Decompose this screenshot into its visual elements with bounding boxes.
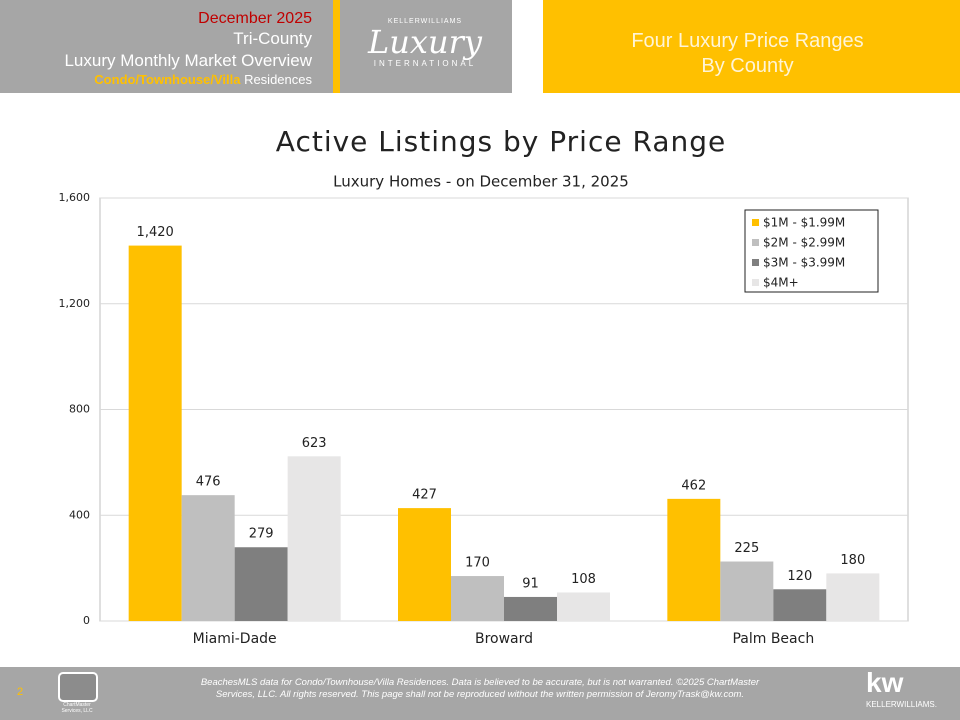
logo-main: Luxury (368, 23, 482, 61)
page-number: 2 (17, 686, 24, 698)
bar (128, 245, 182, 621)
y-tick-label: 400 (69, 508, 90, 521)
value-label: 225 (734, 541, 759, 556)
chart-subtitle: Luxury Homes - on December 31, 2025 (333, 173, 629, 191)
chartmaster-icon (58, 672, 98, 702)
y-tick-label: 0 (83, 614, 90, 627)
bar (720, 561, 774, 621)
y-tick-label: 1,200 (59, 297, 91, 310)
section-title-line: By County (701, 55, 794, 77)
header-left (0, 0, 512, 93)
chartmaster-logo: ChartMaster Services, LLC (52, 702, 102, 714)
logo-top: KELLERWILLIAMS (387, 18, 463, 25)
legend-label: $1M - $1.99M (763, 216, 845, 230)
legend-swatch (752, 239, 759, 246)
section-title-line: Four Luxury Price Ranges (631, 30, 864, 52)
header-right (543, 0, 960, 93)
bar (667, 498, 721, 621)
x-tick-label: Broward (475, 631, 533, 647)
kw-logo: kw (866, 667, 904, 698)
kw-name: KELLERWILLIAMS. (866, 700, 937, 709)
divider (333, 0, 340, 93)
legend-swatch (752, 279, 759, 286)
cm-logo-line: ChartMaster (63, 702, 91, 708)
value-label: 91 (522, 576, 539, 591)
region: Tri-County (233, 29, 312, 48)
value-label: 623 (302, 436, 327, 451)
y-tick-label: 800 (69, 403, 90, 416)
value-label: 476 (196, 475, 221, 490)
section-title: Four Luxury Price Ranges By County (543, 29, 952, 79)
property-type: Condo/Townhouse/Villa (94, 72, 241, 87)
bar (504, 596, 557, 621)
bar (826, 573, 880, 621)
legend-label: $4M+ (763, 276, 799, 290)
property-suffix: Residences (244, 72, 312, 87)
disclaimer-line: Services, LLC. All rights reserved. This… (215, 689, 745, 700)
chart-title: Active Listings by Price Range (276, 125, 726, 158)
value-label: 180 (840, 553, 865, 568)
value-label: 279 (249, 527, 274, 542)
value-label: 120 (787, 569, 812, 584)
value-label: 427 (412, 488, 437, 503)
value-label: 1,420 (137, 225, 174, 240)
report-date: December 2025 (198, 10, 312, 27)
bar (557, 592, 610, 621)
bar (234, 547, 288, 621)
value-label: 108 (571, 572, 596, 587)
y-tick-label: 1,600 (59, 191, 91, 204)
value-label: 462 (681, 478, 706, 493)
disclaimer-line: BeachesMLS data for Condo/Townhouse/Vill… (200, 677, 760, 688)
value-label: 170 (465, 556, 490, 571)
x-tick-label: Miami-Dade (193, 631, 277, 647)
bar (181, 495, 235, 621)
legend-label: $2M - $2.99M (763, 236, 845, 250)
legend-label: $3M - $3.99M (763, 256, 845, 270)
report-name: Luxury Monthly Market Overview (64, 51, 312, 70)
disclaimer: BeachesMLS data for Condo/Townhouse/Vill… (110, 677, 850, 701)
kw-luxury-logo: KELLERWILLIAMS Luxury INTERNATIONAL (345, 18, 505, 68)
bar (773, 589, 827, 621)
legend-swatch (752, 219, 759, 226)
property-line: Condo/Townhouse/Villa Residences (0, 72, 312, 88)
bar (287, 456, 341, 621)
bar (398, 508, 451, 621)
legend-box (744, 209, 879, 293)
x-tick-label: Palm Beach (732, 631, 814, 647)
bar (451, 576, 504, 621)
legend-swatch (752, 259, 759, 266)
logo-bottom: INTERNATIONAL (373, 59, 477, 68)
cm-logo-line: Services, LLC (61, 708, 93, 714)
header-text: December 2025 Tri-County Luxury Monthly … (0, 0, 312, 88)
footer (0, 667, 960, 720)
